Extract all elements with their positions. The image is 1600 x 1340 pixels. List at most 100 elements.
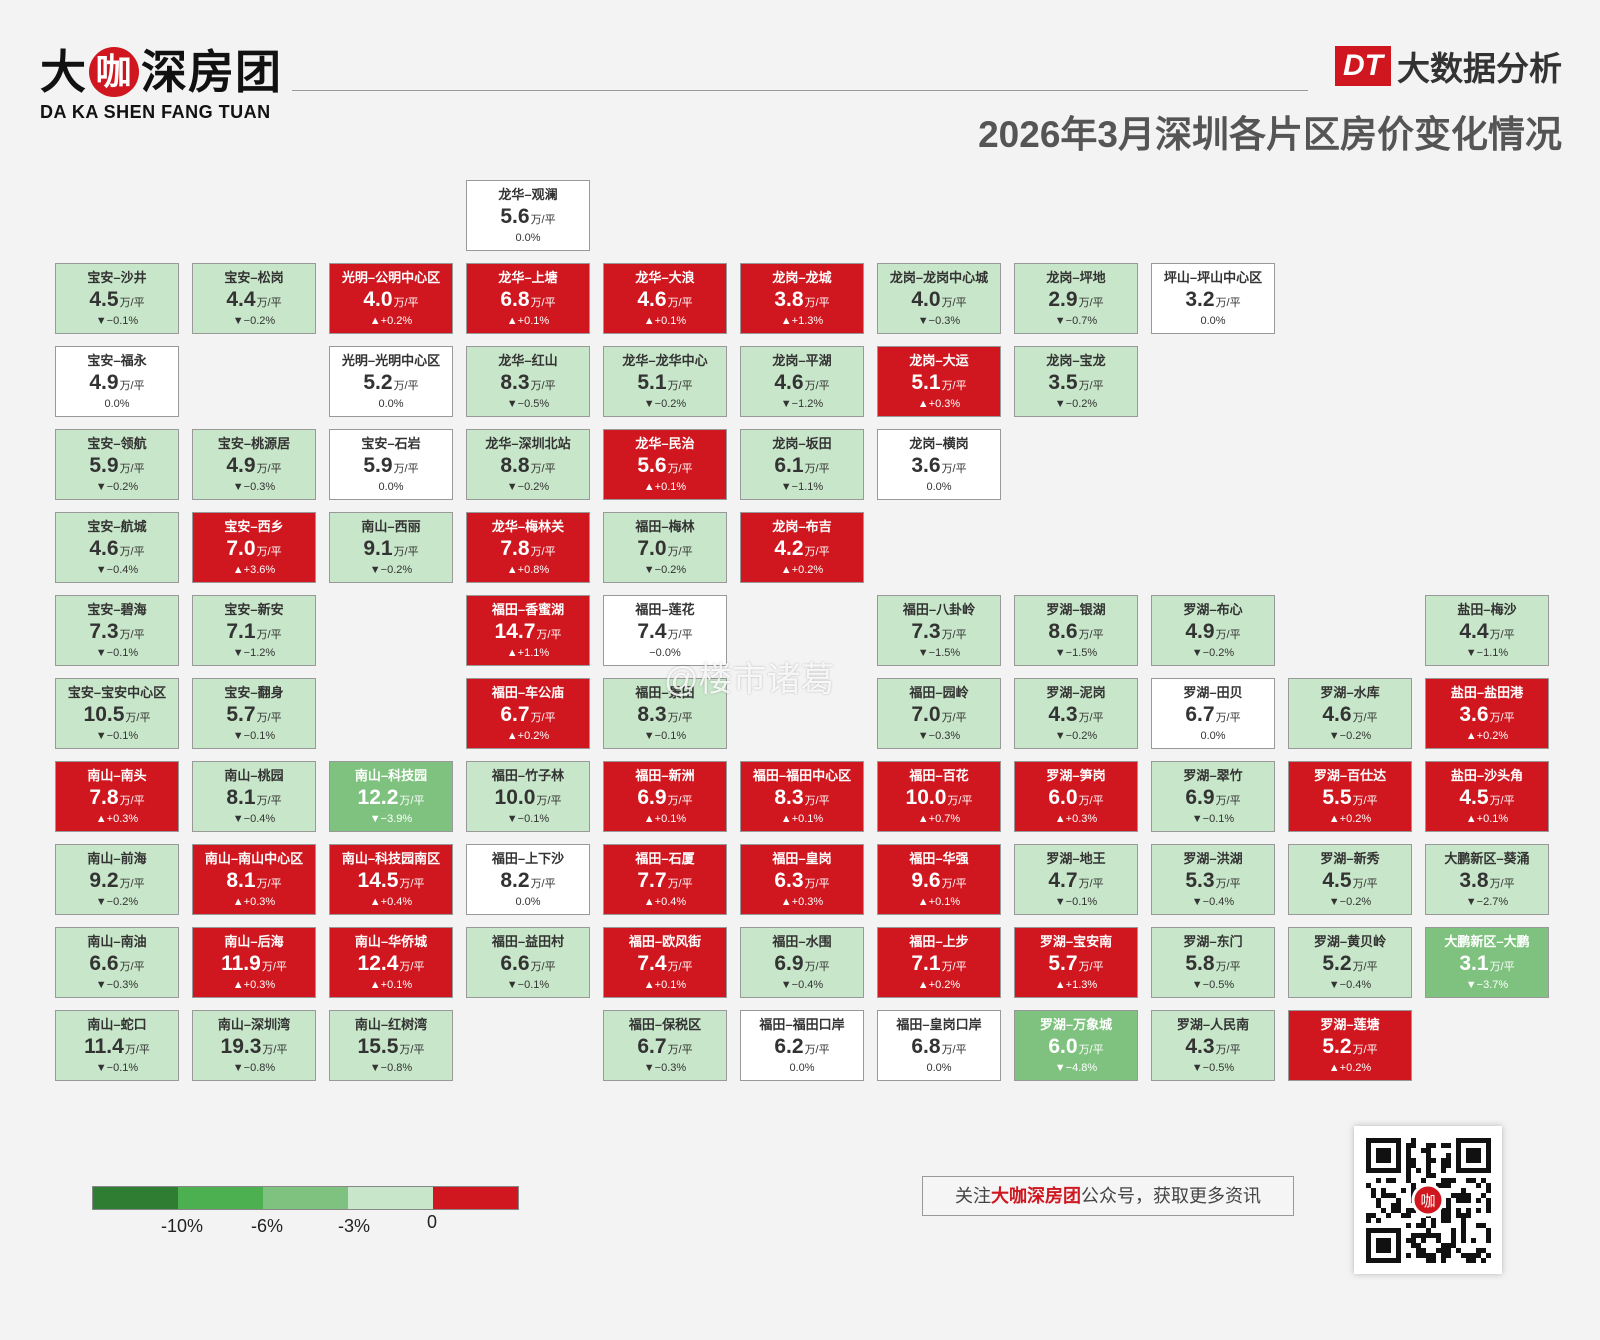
price-unit: 万/平 xyxy=(536,629,562,641)
district-change: ▼−0.1% xyxy=(95,647,139,659)
district-name: 福田–华强 xyxy=(909,851,969,866)
price-value: 7.0 xyxy=(911,703,941,726)
price-value: 6.7 xyxy=(1185,703,1215,726)
district-price: 5.1万/平 xyxy=(604,371,726,398)
price-unit: 万/平 xyxy=(119,961,145,973)
district-change: ▲+0.1% xyxy=(1465,813,1509,825)
district-price: 3.8万/平 xyxy=(741,288,863,315)
district-price: 7.7万/平 xyxy=(604,869,726,896)
logo-part1: 大 xyxy=(40,45,87,98)
qr-module xyxy=(1466,1213,1471,1218)
qr-module xyxy=(1486,1183,1491,1188)
district-change: ▲+0.2% xyxy=(780,564,824,576)
qr-module xyxy=(1391,1208,1396,1213)
qr-module xyxy=(1466,1258,1471,1263)
qr-module xyxy=(1411,1163,1416,1168)
price-value: 5.8 xyxy=(1185,952,1215,975)
district-cell: 福田–上步 7.1万/平 ▲+0.2% xyxy=(877,927,1001,998)
price-value: 3.5 xyxy=(1048,371,1078,394)
price-unit: 万/平 xyxy=(1352,795,1378,807)
district-price: 10.0万/平 xyxy=(878,786,1000,813)
district-price: 7.3万/平 xyxy=(56,620,178,647)
district-change: ▲+0.7% xyxy=(917,813,961,825)
qr-module xyxy=(1371,1193,1376,1198)
qr-module xyxy=(1386,1213,1391,1218)
price-unit: 万/平 xyxy=(393,297,419,309)
qr-module xyxy=(1461,1253,1466,1258)
district-cell: 宝安–碧海 7.3万/平 ▼−0.1% xyxy=(55,595,179,666)
district-price: 4.9万/平 xyxy=(1152,620,1274,647)
district-change: ▲+0.2% xyxy=(506,730,550,742)
district-change: ▼−0.1% xyxy=(232,730,276,742)
qr-module xyxy=(1416,1168,1421,1173)
district-price: 6.7万/平 xyxy=(604,1035,726,1062)
district-change: ▲+0.4% xyxy=(369,896,413,908)
district-cell: 罗湖–新秀 4.5万/平 ▼−0.2% xyxy=(1288,844,1412,915)
price-value: 4.6 xyxy=(1322,703,1352,726)
district-price: 8.2万/平 xyxy=(467,869,589,896)
district-price: 5.5万/平 xyxy=(1289,786,1411,813)
district-change: ▲+1.3% xyxy=(1054,979,1098,991)
district-name: 龙岗–大运 xyxy=(909,353,969,368)
qr-module xyxy=(1461,1213,1466,1218)
district-cell: 罗湖–宝安南 5.7万/平 ▲+1.3% xyxy=(1014,927,1138,998)
district-cell: 福田–保税区 6.7万/平 ▼−0.3% xyxy=(603,1010,727,1081)
district-change: ▼−1.1% xyxy=(780,481,824,493)
district-name: 罗湖–新秀 xyxy=(1320,851,1380,866)
district-price: 6.1万/平 xyxy=(741,454,863,481)
price-unit: 万/平 xyxy=(1352,712,1378,724)
dt-text: 大数据分析 xyxy=(1397,50,1562,87)
qr-module xyxy=(1476,1223,1481,1228)
qr-module xyxy=(1426,1143,1431,1148)
district-cell: 南山–科技园 12.2万/平 ▼−3.9% xyxy=(329,761,453,832)
district-change: ▲+0.1% xyxy=(643,813,687,825)
follow-brand: 大咖深房团 xyxy=(991,1186,1081,1206)
district-price: 8.6万/平 xyxy=(1015,620,1137,647)
qr-module xyxy=(1411,1238,1416,1243)
district-name: 福田–水围 xyxy=(772,934,832,949)
price-value: 4.5 xyxy=(1322,869,1352,892)
price-unit: 万/平 xyxy=(256,712,282,724)
district-cell: 宝安–石岩 5.9万/平 0.0% xyxy=(329,429,453,500)
district-price: 4.9万/平 xyxy=(193,454,315,481)
qr-module xyxy=(1426,1258,1431,1263)
district-cell: 龙华–民治 5.6万/平 ▲+0.1% xyxy=(603,429,727,500)
district-name: 福田–景田 xyxy=(635,685,695,700)
district-price: 8.3万/平 xyxy=(741,786,863,813)
district-price: 4.4万/平 xyxy=(1426,620,1548,647)
price-value: 7.1 xyxy=(911,952,941,975)
district-cell: 龙岗–大运 5.1万/平 ▲+0.3% xyxy=(877,346,1001,417)
district-change: ▼−0.1% xyxy=(643,730,687,742)
district-change: ▼−1.5% xyxy=(917,647,961,659)
district-price: 3.8万/平 xyxy=(1426,869,1548,896)
price-value: 5.2 xyxy=(1322,952,1352,975)
qr-module xyxy=(1431,1218,1436,1223)
price-unit: 万/平 xyxy=(536,795,562,807)
district-name: 宝安–松岗 xyxy=(224,270,284,285)
qr-module xyxy=(1476,1253,1481,1258)
district-change: 0.0% xyxy=(515,232,541,244)
price-value: 6.0 xyxy=(1048,1035,1078,1058)
qr-module xyxy=(1471,1253,1476,1258)
district-change: ▼−0.8% xyxy=(369,1062,413,1074)
qr-module xyxy=(1421,1178,1426,1183)
price-unit: 万/平 xyxy=(1078,297,1104,309)
district-price: 7.3万/平 xyxy=(878,620,1000,647)
price-unit: 万/平 xyxy=(1078,380,1104,392)
price-unit: 万/平 xyxy=(399,795,425,807)
district-name: 罗湖–东门 xyxy=(1183,934,1243,949)
district-change: ▲+0.2% xyxy=(1465,730,1509,742)
qr-module xyxy=(1426,1163,1431,1168)
price-unit: 万/平 xyxy=(804,1044,830,1056)
district-change: ▼−0.2% xyxy=(1328,730,1372,742)
qr-module xyxy=(1376,1218,1381,1223)
district-price: 5.7万/平 xyxy=(193,703,315,730)
district-cell: 罗湖–莲塘 5.2万/平 ▲+0.2% xyxy=(1288,1010,1412,1081)
district-cell: 福田–上下沙 8.2万/平 0.0% xyxy=(466,844,590,915)
price-value: 3.6 xyxy=(911,454,941,477)
qr-module xyxy=(1441,1248,1446,1253)
qr-module xyxy=(1451,1178,1456,1183)
qr-module xyxy=(1406,1208,1411,1213)
district-name: 龙岗–宝龙 xyxy=(1046,353,1106,368)
district-cell: 盐田–沙头角 4.5万/平 ▲+0.1% xyxy=(1425,761,1549,832)
